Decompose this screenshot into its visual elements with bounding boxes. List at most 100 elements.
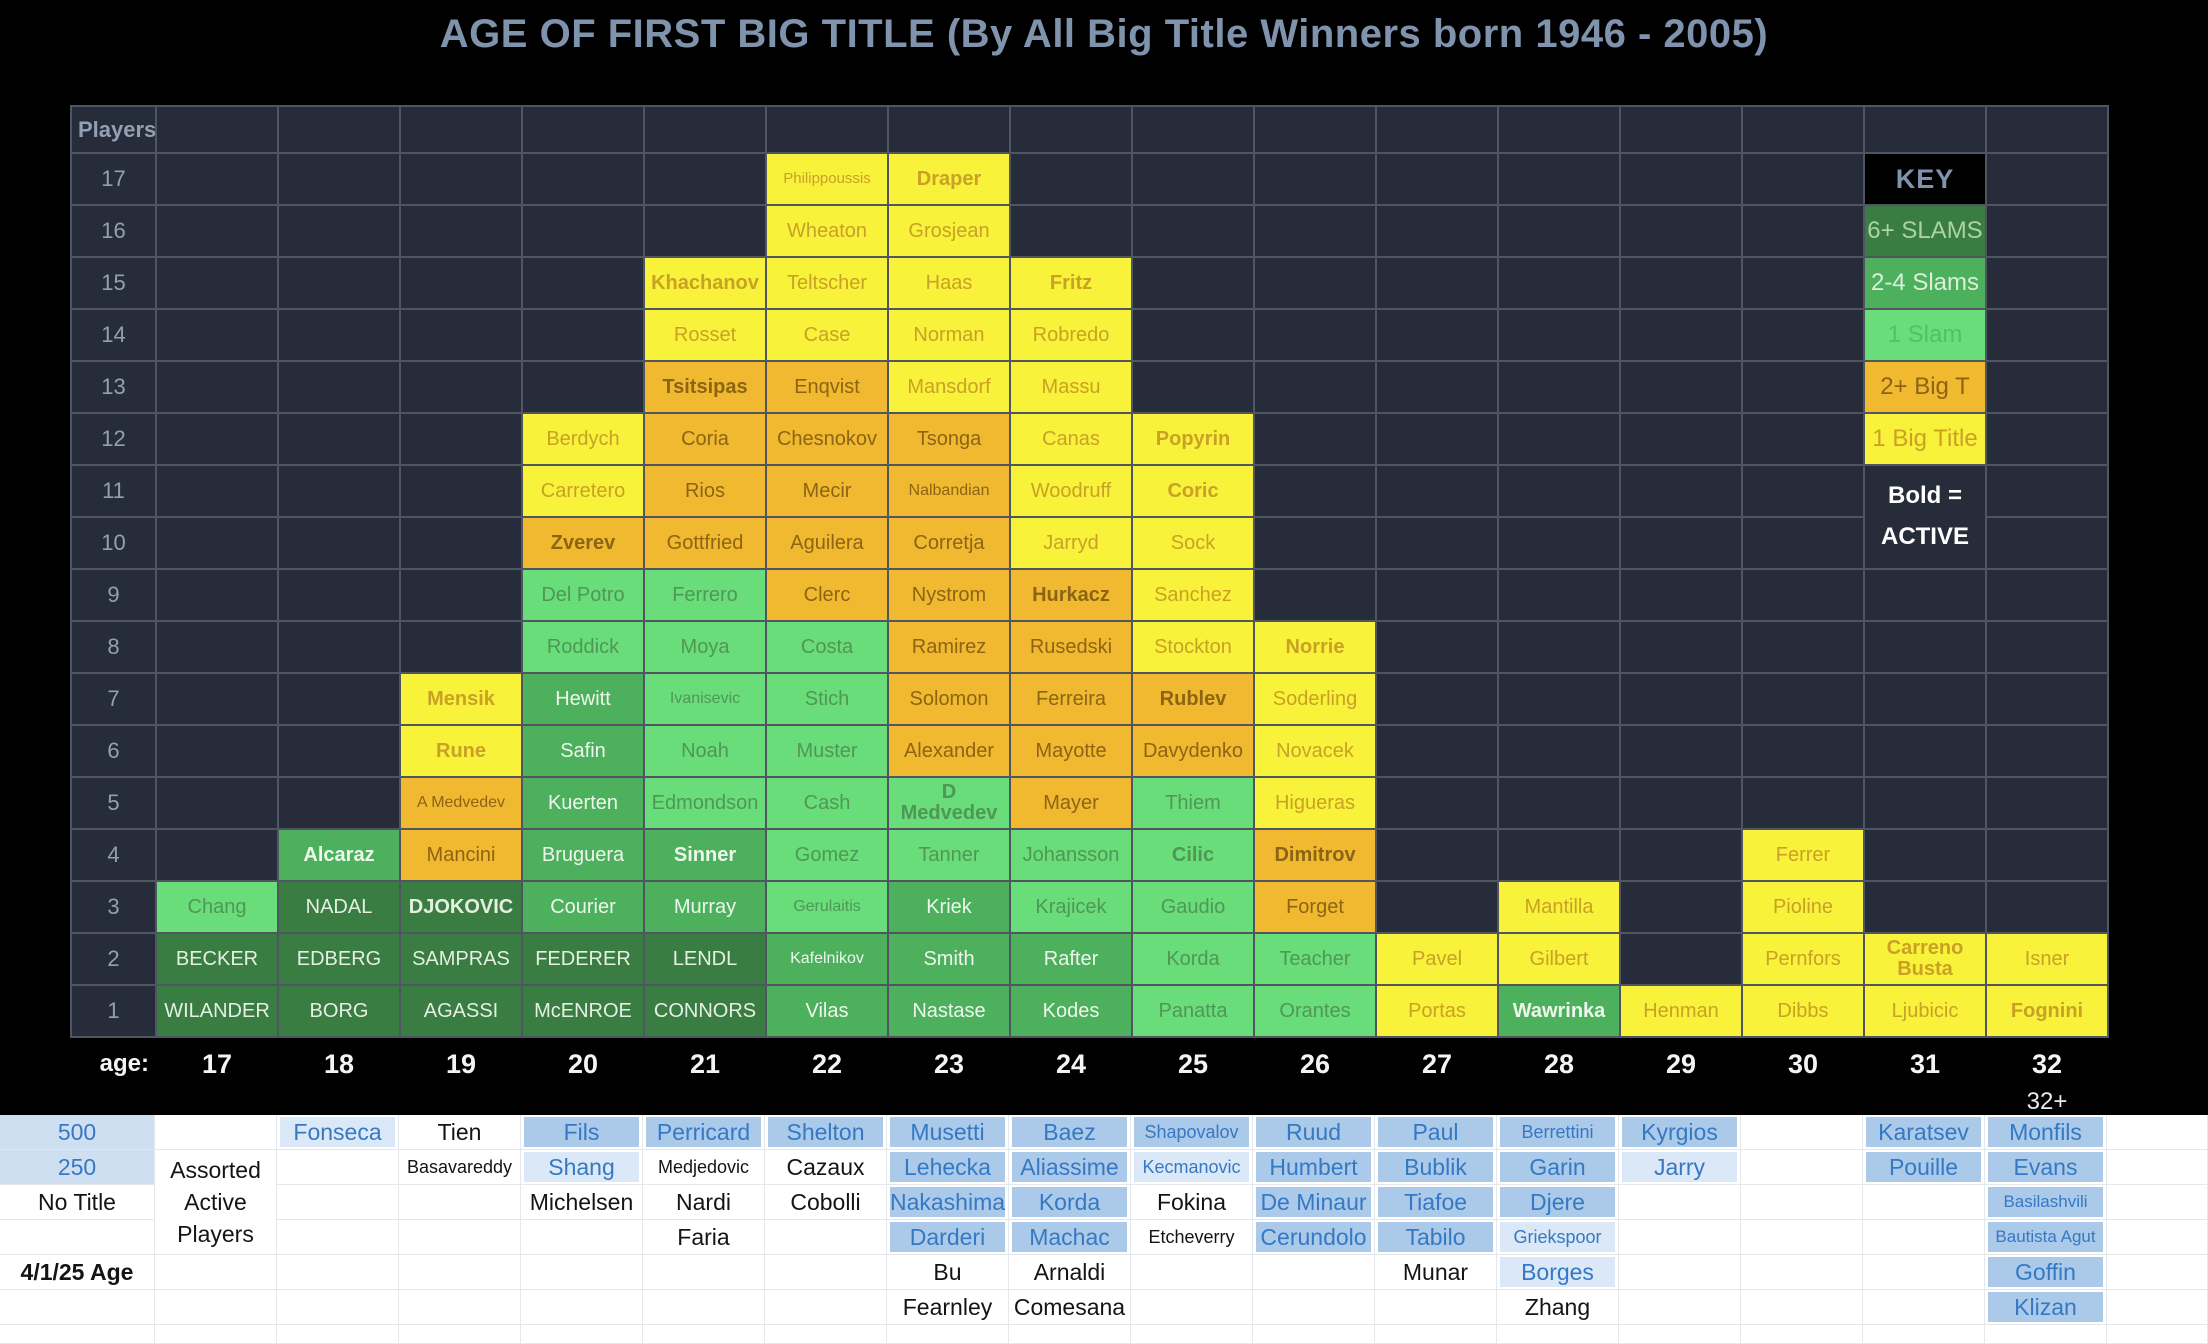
- empty-cell[interactable]: [1621, 414, 1741, 464]
- player-cell[interactable]: Murray: [645, 882, 765, 932]
- player-cell[interactable]: Safin: [523, 726, 643, 776]
- empty-cell[interactable]: [1621, 674, 1741, 724]
- empty-cell[interactable]: [279, 518, 399, 568]
- footer-empty-cell[interactable]: [399, 1255, 521, 1290]
- empty-cell[interactable]: [1987, 726, 2107, 776]
- empty-cell[interactable]: [1743, 107, 1863, 152]
- footer-player-cell[interactable]: Goffin: [1985, 1255, 2107, 1290]
- footer-player-cell[interactable]: Etcheverry: [1131, 1220, 1253, 1255]
- empty-cell[interactable]: [1987, 258, 2107, 308]
- player-cell[interactable]: Grosjean: [889, 206, 1009, 256]
- player-cell[interactable]: Khachanov: [645, 258, 765, 308]
- empty-cell[interactable]: [1743, 362, 1863, 412]
- empty-cell[interactable]: [279, 362, 399, 412]
- footer-empty-cell[interactable]: [0, 1325, 155, 1344]
- player-cell[interactable]: Higueras: [1255, 778, 1375, 828]
- empty-cell[interactable]: [157, 258, 277, 308]
- player-cell[interactable]: Mayotte: [1011, 726, 1131, 776]
- player-cell[interactable]: Enqvist: [767, 362, 887, 412]
- empty-cell[interactable]: [1377, 570, 1497, 620]
- player-cell[interactable]: Draper: [889, 154, 1009, 204]
- footer-player-cell[interactable]: Cerundolo: [1253, 1220, 1375, 1255]
- empty-cell[interactable]: [401, 362, 521, 412]
- empty-cell[interactable]: [1255, 518, 1375, 568]
- footer-empty-cell[interactable]: [1253, 1290, 1375, 1325]
- empty-cell[interactable]: [1011, 107, 1131, 152]
- player-cell[interactable]: Tsitsipas: [645, 362, 765, 412]
- player-cell[interactable]: Noah: [645, 726, 765, 776]
- footer-empty-cell[interactable]: [1619, 1290, 1741, 1325]
- footer-player-cell[interactable]: Lehecka: [887, 1150, 1009, 1185]
- footer-empty-cell[interactable]: [155, 1255, 277, 1290]
- footer-empty-cell[interactable]: [1619, 1220, 1741, 1255]
- empty-cell[interactable]: [1621, 882, 1741, 932]
- empty-cell[interactable]: [1987, 107, 2107, 152]
- empty-cell[interactable]: [1377, 310, 1497, 360]
- empty-cell[interactable]: [1377, 362, 1497, 412]
- footer-empty-cell[interactable]: [1741, 1185, 1863, 1220]
- empty-cell[interactable]: [1865, 674, 1985, 724]
- player-cell[interactable]: NADAL: [279, 882, 399, 932]
- player-cell[interactable]: Mancini: [401, 830, 521, 880]
- footer-empty-cell[interactable]: [2107, 1220, 2208, 1255]
- player-cell[interactable]: LENDL: [645, 934, 765, 984]
- empty-cell[interactable]: [1743, 310, 1863, 360]
- footer-empty-cell[interactable]: [155, 1115, 277, 1150]
- footer-empty-cell[interactable]: [643, 1290, 765, 1325]
- empty-cell[interactable]: [401, 206, 521, 256]
- empty-cell[interactable]: [1621, 570, 1741, 620]
- empty-cell[interactable]: [1011, 154, 1131, 204]
- footer-empty-cell[interactable]: [277, 1150, 399, 1185]
- empty-cell[interactable]: [1987, 778, 2107, 828]
- player-cell[interactable]: Mansdorf: [889, 362, 1009, 412]
- player-cell[interactable]: AGASSI: [401, 986, 521, 1036]
- empty-cell[interactable]: [157, 778, 277, 828]
- empty-cell[interactable]: [1499, 362, 1619, 412]
- player-cell[interactable]: D Medvedev: [889, 778, 1009, 828]
- footer-empty-cell[interactable]: [155, 1290, 277, 1325]
- empty-cell[interactable]: [1743, 778, 1863, 828]
- empty-cell[interactable]: [157, 830, 277, 880]
- player-cell[interactable]: Wheaton: [767, 206, 887, 256]
- empty-cell[interactable]: [1865, 830, 1985, 880]
- empty-cell[interactable]: [1621, 206, 1741, 256]
- footer-player-cell[interactable]: Kecmanovic: [1131, 1150, 1253, 1185]
- footer-empty-cell[interactable]: [277, 1185, 399, 1220]
- player-cell[interactable]: SAMPRAS: [401, 934, 521, 984]
- footer-player-cell[interactable]: Basavareddy: [399, 1150, 521, 1185]
- footer-player-cell[interactable]: Klizan: [1985, 1290, 2107, 1325]
- player-cell[interactable]: Ramirez: [889, 622, 1009, 672]
- empty-cell[interactable]: [645, 154, 765, 204]
- footer-empty-cell[interactable]: [399, 1325, 521, 1344]
- footer-empty-cell[interactable]: [277, 1220, 399, 1255]
- player-cell[interactable]: FEDERER: [523, 934, 643, 984]
- footer-empty-cell[interactable]: [1619, 1185, 1741, 1220]
- footer-player-cell[interactable]: Arnaldi: [1009, 1255, 1131, 1290]
- empty-cell[interactable]: [279, 622, 399, 672]
- player-cell[interactable]: Roddick: [523, 622, 643, 672]
- footer-empty-cell[interactable]: [765, 1290, 887, 1325]
- empty-cell[interactable]: [1743, 622, 1863, 672]
- empty-cell[interactable]: [523, 362, 643, 412]
- footer-empty-cell[interactable]: [1009, 1325, 1131, 1344]
- empty-cell[interactable]: [1499, 726, 1619, 776]
- empty-cell[interactable]: [1499, 830, 1619, 880]
- empty-cell[interactable]: [1987, 466, 2107, 516]
- empty-cell[interactable]: [523, 258, 643, 308]
- player-cell[interactable]: Moya: [645, 622, 765, 672]
- empty-cell[interactable]: [523, 310, 643, 360]
- empty-cell[interactable]: [1377, 778, 1497, 828]
- player-cell[interactable]: Edmondson: [645, 778, 765, 828]
- footer-empty-cell[interactable]: [1375, 1290, 1497, 1325]
- empty-cell[interactable]: [157, 674, 277, 724]
- player-cell[interactable]: Vilas: [767, 986, 887, 1036]
- player-cell[interactable]: Zverev: [523, 518, 643, 568]
- footer-empty-cell[interactable]: [521, 1220, 643, 1255]
- empty-cell[interactable]: [157, 107, 277, 152]
- empty-cell[interactable]: [1621, 726, 1741, 776]
- footer-player-cell[interactable]: Musetti: [887, 1115, 1009, 1150]
- player-cell[interactable]: Philippoussis: [767, 154, 887, 204]
- player-cell[interactable]: Pavel: [1377, 934, 1497, 984]
- footer-player-cell[interactable]: Kyrgios: [1619, 1115, 1741, 1150]
- player-cell[interactable]: Carretero: [523, 466, 643, 516]
